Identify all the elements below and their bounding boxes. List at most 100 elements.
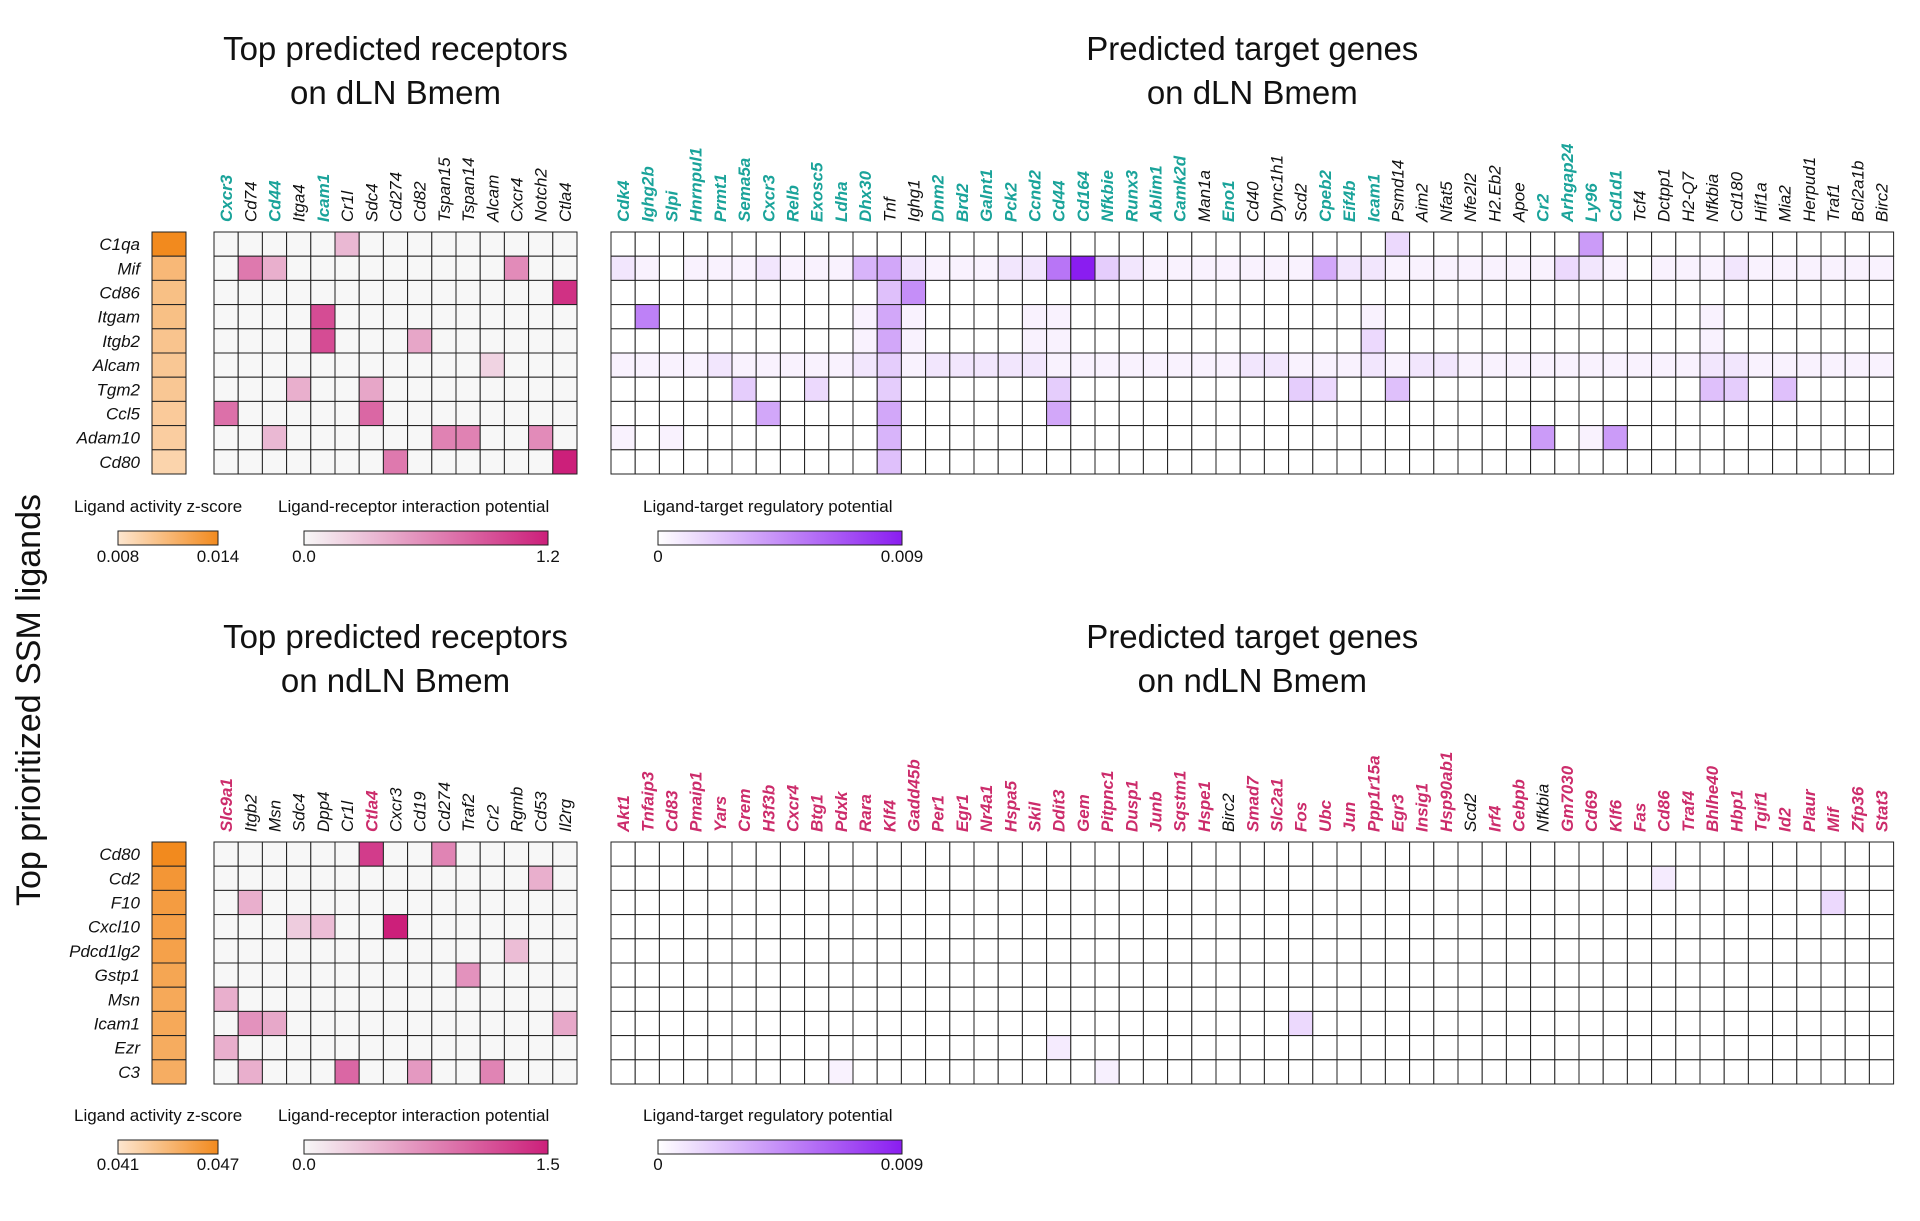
top-receptor-cell <box>528 231 554 257</box>
bottom-target-label: Fas <box>1631 803 1650 832</box>
top-target-cell <box>1457 328 1483 354</box>
top-target-cell <box>1312 352 1338 378</box>
top-target-cell <box>1530 425 1556 451</box>
bottom-receptor-cell <box>213 889 239 916</box>
bottom-target-cell <box>1481 938 1507 964</box>
top-receptor-cell <box>407 304 433 330</box>
top-receptor-cell <box>552 425 578 451</box>
bottom-receptor-cell <box>503 1010 530 1037</box>
bottom-receptor-cell <box>479 1035 505 1061</box>
top-receptor-label: Itga4 <box>290 184 309 222</box>
bottom-target-cell <box>1191 986 1217 1012</box>
top-target-cell <box>1626 352 1653 378</box>
top-receptor-cell <box>552 231 578 257</box>
bottom-target-cell <box>1530 1010 1556 1037</box>
top-target-cell <box>1070 231 1096 257</box>
bottom-target-cell <box>1384 1059 1411 1085</box>
bottom-target-cell <box>997 986 1023 1012</box>
top-target-cell <box>1215 400 1241 427</box>
top-target-label: Dnm2 <box>929 174 948 222</box>
top-target-cell <box>1675 449 1701 475</box>
bottom-receptor-legend-min: 0.0 <box>292 1155 316 1174</box>
top-target-cell <box>973 328 999 354</box>
bottom-receptor-cell <box>358 1010 384 1037</box>
bottom-target-cell <box>900 1010 927 1037</box>
bottom-receptor-cell <box>431 914 457 940</box>
top-target-cell <box>1288 328 1314 354</box>
bottom-target-cell <box>804 914 830 940</box>
bottom-target-cell <box>1772 1059 1798 1085</box>
bottom-target-label: Pitpnc1 <box>1098 771 1117 832</box>
bottom-target-cell <box>1457 962 1483 988</box>
top-target-cell <box>683 425 709 451</box>
top-target-cell <box>1021 376 1048 402</box>
bottom-receptor-cell <box>431 938 457 964</box>
top-target-cell <box>852 449 878 475</box>
bottom-receptor-cell <box>503 986 530 1012</box>
bottom-target-cell <box>1675 889 1701 916</box>
bottom-target-cell <box>1094 1010 1120 1037</box>
top-target-cell <box>1675 328 1701 354</box>
top-target-cell <box>1142 352 1169 378</box>
bottom-target-cell <box>1239 938 1265 964</box>
top-target-cell <box>1626 304 1653 330</box>
top-receptor-cell <box>358 400 384 427</box>
top-target-cell <box>1094 376 1120 402</box>
bottom-receptor-cell <box>310 962 336 988</box>
top-target-cell <box>1191 400 1217 427</box>
top-target-cell <box>1844 231 1870 257</box>
top-target-cell <box>1021 449 1048 475</box>
bottom-target-cell <box>683 1059 709 1085</box>
bottom-receptor-cell <box>237 1059 263 1085</box>
top-target-cell <box>658 304 685 330</box>
top-target-cell <box>1191 376 1217 402</box>
top-target-cell <box>1747 449 1774 475</box>
top-target-cell <box>1578 425 1604 451</box>
bottom-receptor-cell <box>237 914 263 940</box>
top-target-cell <box>1288 231 1314 257</box>
top-target-cell <box>1505 328 1532 354</box>
top-target-cell <box>755 425 781 451</box>
top-receptor-cell <box>455 255 481 281</box>
bottom-activity-cell <box>151 1059 187 1085</box>
bottom-receptor-cell <box>286 1010 312 1037</box>
top-target-cell <box>1747 376 1774 402</box>
bottom-target-cell <box>1384 986 1411 1012</box>
bottom-target-label: Hspe1 <box>1195 781 1214 832</box>
bottom-receptor-cell <box>358 1059 384 1085</box>
top-receptor-cell <box>261 279 288 306</box>
bottom-receptor-cell <box>286 865 312 891</box>
bottom-receptor-cell <box>237 841 263 867</box>
top-target-cell <box>1699 304 1725 330</box>
top-target-cell <box>1070 255 1096 281</box>
top-receptor-cell <box>310 279 336 306</box>
top-target-cell <box>852 425 878 451</box>
bottom-receptor-cell <box>310 889 336 916</box>
top-target-cell <box>900 449 927 475</box>
top-target-cell <box>1409 231 1435 257</box>
top-target-cell <box>658 352 685 378</box>
bottom-activity-cell <box>151 1035 187 1061</box>
top-target-cell <box>1505 279 1532 306</box>
top-target-cell <box>1844 449 1870 475</box>
bottom-target-cell <box>1191 938 1217 964</box>
bottom-target-cell <box>876 962 902 988</box>
top-target-cell <box>1094 449 1120 475</box>
bottom-receptor-cell <box>407 1035 433 1061</box>
bottom-receptor-cell <box>479 1059 505 1085</box>
bottom-target-label: Btg1 <box>808 794 827 832</box>
top-target-cell <box>1336 304 1362 330</box>
top-receptor-label: Notch2 <box>532 168 551 222</box>
bottom-target-cell <box>1360 914 1386 940</box>
top-target-cell <box>997 425 1023 451</box>
bottom-receptor-label: Cd19 <box>411 791 430 832</box>
bottom-target-legend-bar <box>657 1139 903 1155</box>
bottom-receptor-cell <box>431 1059 457 1085</box>
bottom-activity-legend-bar <box>117 1139 219 1155</box>
bottom-receptor-cell <box>431 841 457 867</box>
bottom-target-cell <box>1409 841 1435 867</box>
bottom-receptor-cell <box>213 938 239 964</box>
top-target-label: Hnrnpul1 <box>687 147 706 222</box>
top-target-cell <box>1626 449 1653 475</box>
